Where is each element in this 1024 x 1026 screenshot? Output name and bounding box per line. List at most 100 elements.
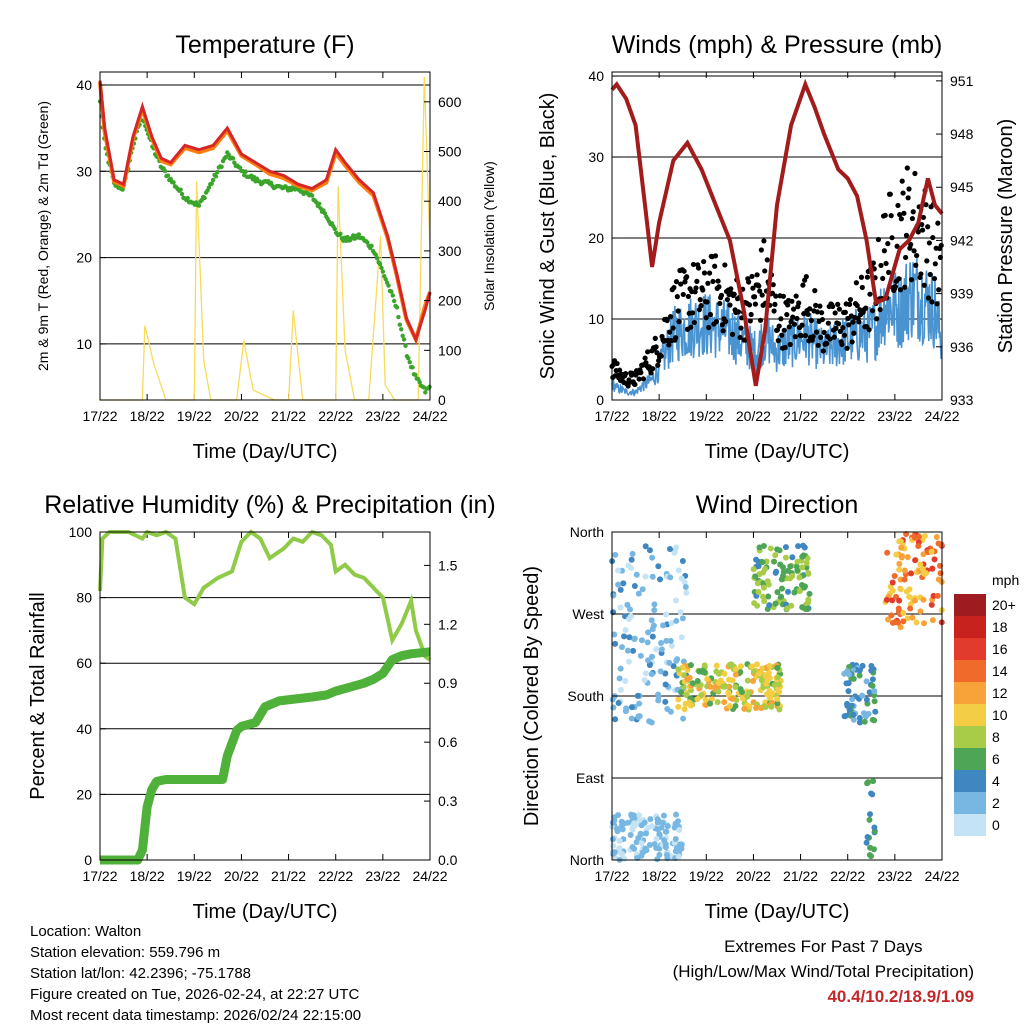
gust-point [617, 367, 623, 373]
direction-point [628, 556, 635, 563]
gust-point [697, 296, 703, 303]
gust-point [693, 285, 699, 291]
direction-point [800, 542, 807, 549]
direction-point [861, 710, 868, 717]
gust-point [791, 321, 798, 327]
dewpoint-point [317, 201, 322, 206]
direction-point [678, 689, 685, 696]
direction-point [618, 823, 625, 830]
dewpoint-point [338, 231, 343, 236]
gust-point [701, 258, 707, 265]
dewpoint-point [345, 234, 350, 240]
direction-tick-label: West [572, 606, 604, 622]
y2-tick-label: 945 [950, 179, 974, 195]
direction-point [617, 604, 624, 611]
y2-tick-label: 936 [950, 339, 974, 355]
gust-point [820, 348, 826, 354]
gust-point [800, 282, 806, 288]
gust-point [914, 252, 920, 259]
gust-point [919, 227, 926, 233]
direction-point [634, 692, 641, 699]
direction-tick-label: South [567, 688, 604, 704]
y2-tick-label: 948 [950, 126, 974, 142]
direction-point [636, 700, 643, 707]
direction-point [721, 699, 728, 706]
direction-point [676, 826, 683, 833]
direction-point [662, 681, 669, 688]
direction-point [938, 541, 945, 548]
y2-tick-label: 500 [438, 144, 462, 160]
direction-point [805, 596, 812, 603]
direction-point [625, 658, 632, 665]
direction-point [765, 593, 772, 600]
direction-point [900, 609, 907, 616]
direction-point [610, 704, 617, 711]
direction-point [657, 668, 664, 675]
gust-point [900, 190, 906, 196]
direction-point [647, 816, 654, 823]
gust-point [898, 216, 904, 222]
direction-point [754, 661, 761, 668]
direction-point [803, 559, 810, 566]
y2-tick-label: 400 [438, 193, 462, 209]
direction-point [672, 835, 679, 842]
gust-point [810, 333, 816, 340]
direction-point [779, 572, 786, 579]
elevation-text: Station elevation: 559.796 m [30, 944, 221, 961]
gust-point [727, 302, 733, 308]
legend-label: 14 [992, 663, 1008, 679]
direction-point [670, 663, 677, 670]
direction-point [673, 544, 680, 551]
direction-point [658, 640, 665, 647]
gust-point [840, 325, 846, 331]
humidity_precip-panel: Relative Humidity (%) & Precipitation (i… [27, 491, 496, 923]
gust-point [688, 324, 694, 330]
direction-point [889, 579, 896, 586]
direction-point [630, 647, 637, 654]
gust-point [749, 273, 755, 280]
direction-point [921, 533, 928, 540]
dewpoint-point [179, 191, 185, 197]
direction-point [805, 570, 812, 577]
x-tick-label: 21/22 [783, 868, 818, 884]
legend-swatch [954, 726, 986, 748]
direction-point [897, 624, 904, 631]
direction-point [758, 677, 765, 684]
gust-point [614, 360, 620, 367]
dewpoint-point [375, 256, 380, 261]
direction-point [933, 534, 940, 541]
direction-point [767, 694, 774, 701]
direction-point [907, 605, 914, 612]
y2-tick-label: 100 [438, 342, 462, 358]
direction-point [707, 700, 714, 707]
gust-point [813, 302, 819, 308]
x-tick-label: 22/22 [318, 868, 353, 884]
direction-point [844, 702, 851, 709]
dewpoint-point [413, 372, 418, 377]
direction-point [641, 819, 648, 826]
direction-point [866, 689, 873, 696]
y2-tick-label: 942 [950, 232, 974, 248]
direction-point [849, 696, 856, 703]
direction-point [649, 554, 656, 561]
direction-point [917, 561, 924, 568]
gust-point [833, 325, 839, 331]
dewpoint-point [373, 252, 378, 257]
direction-point [701, 669, 708, 676]
gust-point [729, 331, 736, 337]
direction-point [715, 688, 722, 695]
gust-point [912, 170, 918, 177]
direction-point [672, 820, 679, 827]
x-tick-label: 19/22 [689, 868, 724, 884]
direction-point [643, 830, 650, 837]
direction-point [766, 662, 773, 669]
dewpoint-point [365, 240, 370, 245]
direction-point [937, 570, 944, 577]
direction-point [651, 601, 658, 608]
gust-point [684, 274, 690, 280]
gust-point [690, 310, 696, 316]
direction-point [624, 647, 631, 654]
direction-point [739, 689, 746, 696]
direction-point [796, 587, 803, 594]
y-axis-label: Direction (Colored By Speed) [521, 566, 543, 826]
